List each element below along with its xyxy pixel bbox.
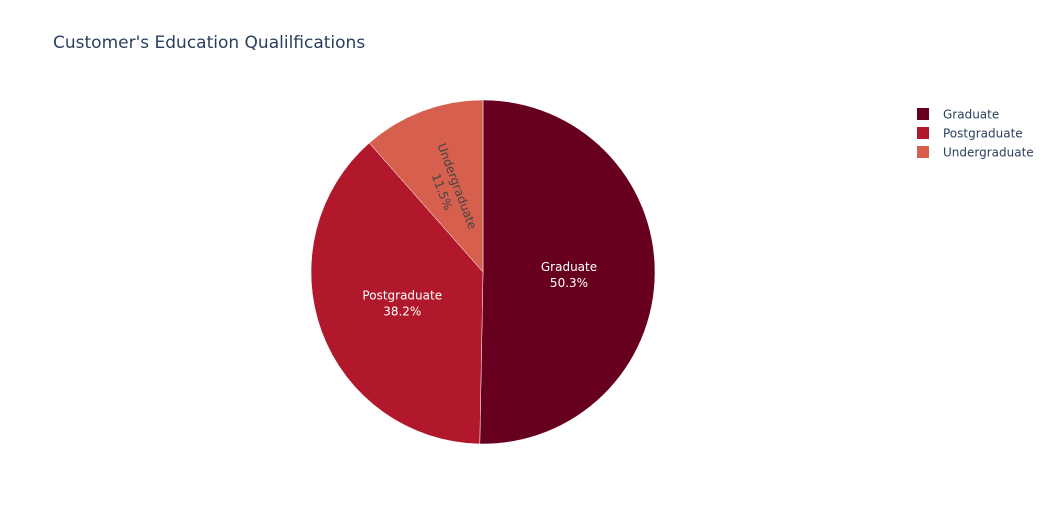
legend-item-undergraduate[interactable]: Undergraduate [917,146,1034,160]
slice-percent-label: 38.2% [383,305,421,319]
legend-item-postgraduate[interactable]: Postgraduate [917,127,1023,141]
legend-swatch [917,127,929,139]
legend-label: Graduate [943,108,999,122]
legend-label: Postgraduate [943,127,1023,141]
legend[interactable]: Graduate Postgraduate Undergraduate [917,108,1034,160]
slice-percent-label: 50.3% [550,276,588,290]
slice-category-label: Postgraduate [362,289,442,303]
pie-slice-graduate[interactable] [479,99,656,445]
slice-category-label: Graduate [541,260,597,274]
slice-label-postgraduate: Postgraduate 38.2% [362,289,442,319]
legend-item-graduate[interactable]: Graduate [917,108,999,122]
pie-slice-undergraduate[interactable] [368,99,484,273]
pie-slices [310,99,656,445]
pie-slice-postgraduate[interactable] [310,142,484,445]
legend-swatch [917,108,929,120]
chart-title: Customer's Education Qualilfications [53,33,366,53]
legend-label: Undergraduate [943,146,1034,160]
legend-swatch [917,146,929,158]
slice-label-graduate: Graduate 50.3% [541,260,597,290]
